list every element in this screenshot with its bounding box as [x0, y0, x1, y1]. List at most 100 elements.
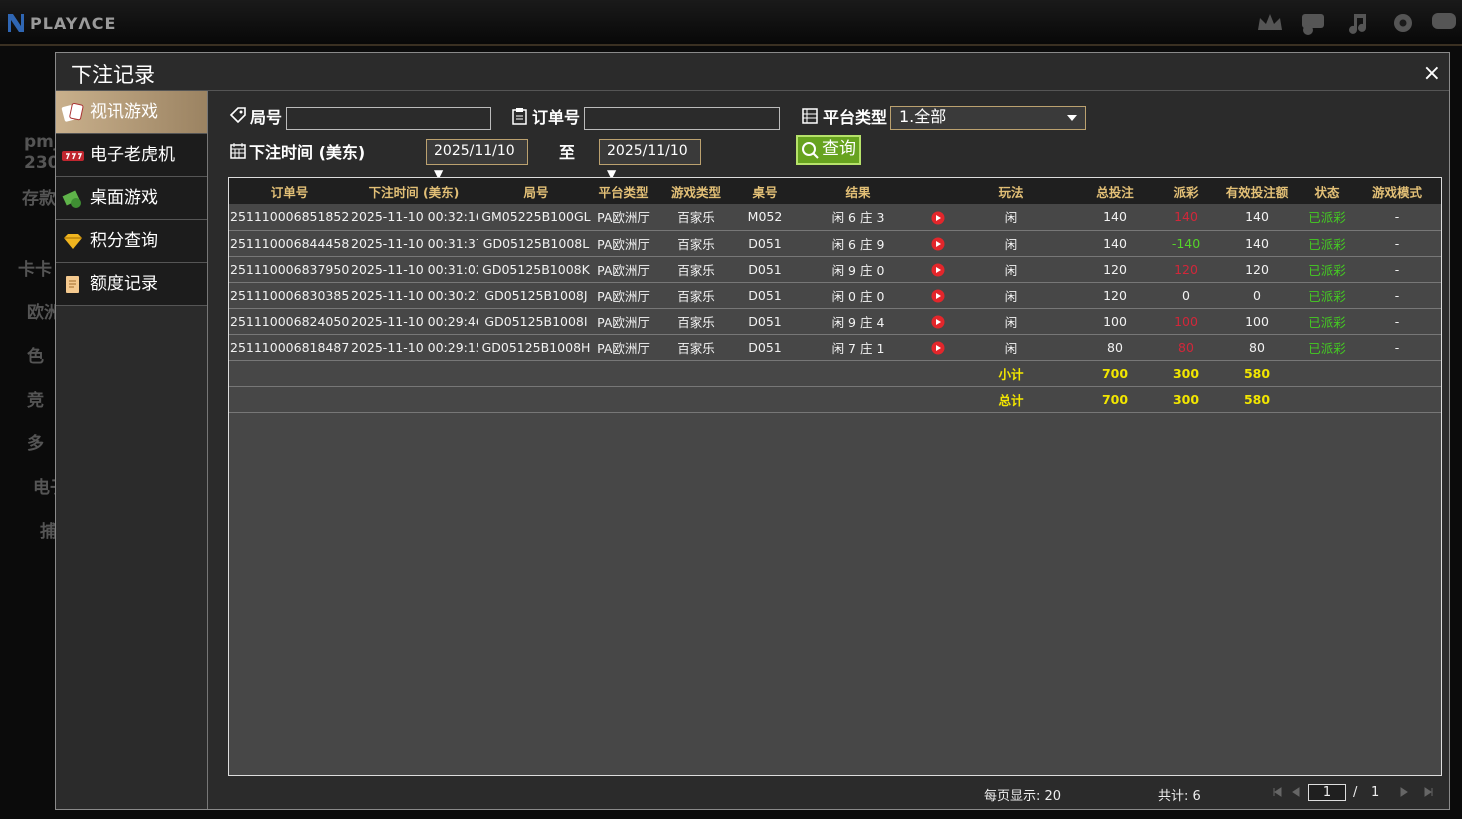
cell: 100 [1213, 308, 1301, 335]
table: 订单号 下注时间 (美东) 局号 平台类型 游戏类型 桌号 结果 玩法 总投注 派彩 有效投注额 状态… [229, 178, 1441, 413]
sidebar-tab[interactable]: 额度记录 [56, 263, 207, 306]
video-cell [925, 230, 951, 257]
spacer [229, 360, 951, 387]
tab-label: 电子老虎机 [90, 145, 175, 165]
page-separator: / [1353, 785, 1358, 800]
column-header: 平台类型 [594, 178, 653, 204]
round-input[interactable] [286, 107, 491, 130]
cell: 251110006844458 [229, 230, 350, 257]
sum-label: 总计 [951, 386, 1071, 413]
sidebar-tab[interactable]: 电子老虎机 [56, 134, 207, 177]
background-label: 捕 [40, 522, 57, 542]
record-count: 共计: 6 [1158, 789, 1201, 804]
date-to[interactable]: 2025/11/10 [599, 139, 701, 165]
cell: 百家乐 [653, 256, 739, 283]
next-last-buttons[interactable] [1398, 787, 1434, 797]
cell: - [1353, 282, 1441, 309]
sum-value: 580 [1213, 386, 1301, 413]
record-row: 251110006851852 2025-11-10 00:32:16 GM0522… [229, 204, 1441, 231]
sidebar-tab[interactable]: 桌面游戏 [56, 177, 207, 220]
first-prev-buttons[interactable] [1272, 787, 1302, 797]
column-header: 桌号 [739, 178, 791, 204]
sum-value: 300 [1159, 386, 1213, 413]
column-header: 局号 [478, 178, 594, 204]
record-row: 251110006818487 2025-11-10 00:29:15 GD0512… [229, 334, 1441, 361]
bet-record-dialog: 下注记录 × 视讯游戏 电子老虎机 桌面游戏 积分查询 额度记录 局号 订单号 平台类型… [55, 52, 1450, 810]
date-from[interactable]: 2025/11/10 [426, 139, 528, 165]
column-header: 下注时间 (美东) [350, 178, 478, 204]
cell: 2025-11-10 00:30:21 [350, 282, 478, 309]
cell: PA欧洲厅 [594, 204, 653, 231]
calendar-icon [230, 143, 246, 159]
header-row: 订单号 下注时间 (美东) 局号 平台类型 游戏类型 桌号 结果 玩法 总投注 派彩 有效投注额 状态… [229, 178, 1441, 204]
cell: 251110006818487 [229, 334, 350, 361]
column-header: 玩法 [951, 178, 1071, 204]
tab-label: 积分查询 [90, 231, 158, 251]
sum-value: 700 [1071, 360, 1159, 387]
sidebar-tab[interactable]: 视讯游戏 [56, 91, 207, 134]
video-cell [925, 204, 951, 231]
video-replay-button[interactable] [931, 289, 945, 303]
search-button[interactable]: 查询 [796, 135, 861, 165]
cell: D051 [739, 256, 791, 283]
cell: - [1353, 230, 1441, 257]
column-header: 结果 [791, 178, 925, 204]
cell: 已派彩 [1301, 282, 1353, 309]
cell: 80 [1071, 334, 1159, 361]
cell: 120 [1071, 256, 1159, 283]
cell: D051 [739, 308, 791, 335]
cell: GD05125B1008J [478, 282, 594, 309]
tab-icon [64, 234, 82, 249]
record-row: 251110006824050 2025-11-10 00:29:46 GD0512… [229, 308, 1441, 335]
video-replay-button[interactable] [931, 315, 945, 329]
sum-value: 580 [1213, 360, 1301, 387]
cell: 2025-11-10 00:31:02 [350, 256, 478, 283]
cell: D051 [739, 334, 791, 361]
background-label: 卡卡 [18, 260, 52, 280]
total-pages: 1 [1371, 785, 1380, 800]
cell: GD05125B1008H [478, 334, 594, 361]
column-header: 订单号 [229, 178, 350, 204]
cell: 闲 [951, 282, 1071, 309]
cell: GM05225B100GL [478, 204, 594, 231]
cell: M052 [739, 204, 791, 231]
tab-label: 额度记录 [90, 274, 158, 294]
platform-select[interactable]: 1.全部 [890, 106, 1086, 130]
cell: 2025-11-10 00:32:16 [350, 204, 478, 231]
tab-icon [62, 151, 84, 161]
cell: 闲 [951, 256, 1071, 283]
sum-value: 300 [1159, 360, 1213, 387]
sidebar: 视讯游戏电子老虎机桌面游戏积分查询额度记录 [56, 91, 208, 809]
video-replay-button[interactable] [931, 237, 945, 251]
cell: 百家乐 [653, 230, 739, 257]
cell: D051 [739, 230, 791, 257]
sidebar-tab[interactable]: 积分查询 [56, 220, 207, 263]
page-input[interactable]: 1 [1308, 784, 1346, 801]
cell: PA欧洲厅 [594, 230, 653, 257]
cell: 闲 7 庄 1 [791, 334, 925, 361]
cell: PA欧洲厅 [594, 282, 653, 309]
cell: 251110006830385 [229, 282, 350, 309]
video-replay-button[interactable] [931, 211, 945, 225]
video-replay-button[interactable] [931, 341, 945, 355]
cell: 已派彩 [1301, 334, 1353, 361]
tab-icon [62, 190, 81, 208]
time-label: 下注时间 (美东) [249, 143, 366, 162]
video-replay-button[interactable] [931, 263, 945, 277]
column-header: 游戏模式 [1353, 178, 1441, 204]
video-cell [925, 308, 951, 335]
cell: 251110006837950 [229, 256, 350, 283]
platform-value: 1.全部 [899, 107, 947, 126]
search-icon [802, 142, 819, 159]
column-header: 状态 [1301, 178, 1353, 204]
cell: PA欧洲厅 [594, 334, 653, 361]
cell: 0 [1213, 282, 1301, 309]
cell: 100 [1159, 308, 1213, 335]
list-icon [802, 108, 818, 124]
close-button[interactable]: × [1422, 61, 1441, 86]
search-text: 查询 [822, 139, 856, 159]
cell: 百家乐 [653, 204, 739, 231]
cell: 120 [1071, 282, 1159, 309]
order-input[interactable] [584, 107, 780, 130]
cell: GD05125B1008K [478, 256, 594, 283]
